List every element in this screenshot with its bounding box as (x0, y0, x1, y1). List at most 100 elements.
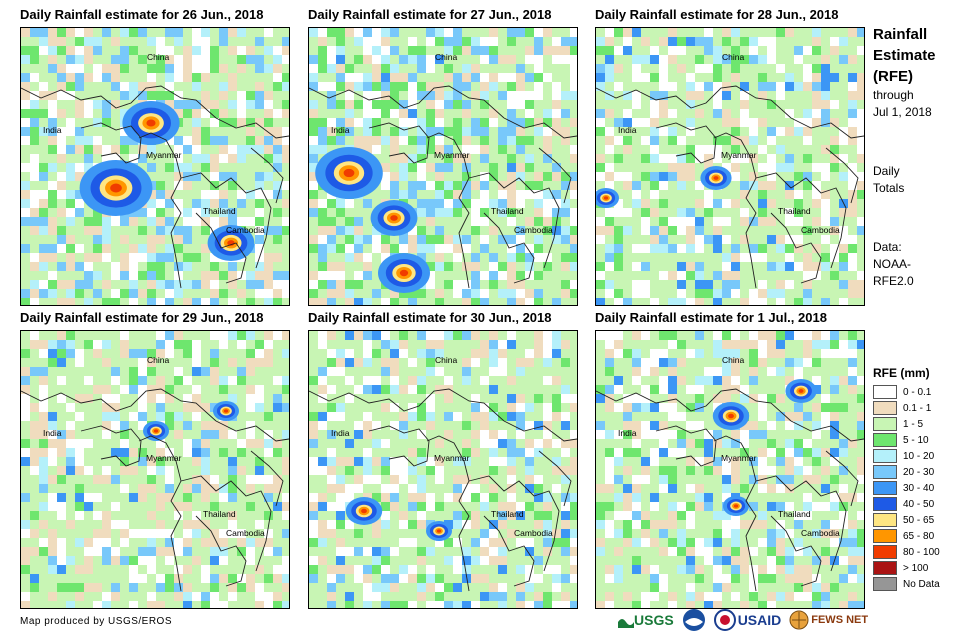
place-label-cambodia: Cambodia (514, 225, 553, 235)
rainfall-field (21, 331, 289, 608)
place-label-myanmar: Myanmar (146, 453, 182, 463)
rainfall-map: China India Myanmar Thailand Cambodia (20, 27, 290, 306)
rainfall-field (309, 331, 577, 608)
rainfall-map: China India Myanmar Thailand Cambodia (308, 330, 578, 609)
map-panel: Daily Rainfall estimate for 1 Jul., 2018… (595, 307, 867, 609)
country-borders (21, 85, 289, 289)
rainfall-map: China India Myanmar Thailand Cambodia (20, 330, 290, 609)
rainfall-map-graphic: China India Myanmar Thailand Cambodia (596, 331, 864, 608)
legend-label: 0 - 0.1 (903, 386, 932, 398)
map-panel: Daily Rainfall estimate for 28 Jun., 201… (595, 4, 867, 306)
place-label-china: China (435, 52, 457, 62)
place-label-india: India (618, 125, 637, 135)
credit-text: Map produced by USGS/EROS (20, 616, 173, 627)
rainfall-field (596, 28, 864, 305)
place-label-china: China (722, 355, 744, 365)
legend-label: 40 - 50 (903, 498, 935, 510)
legend-row: 80 - 100 (873, 544, 967, 560)
map-panel: Daily Rainfall estimate for 27 Jun., 201… (308, 4, 580, 306)
side-data-source2: RFE2.0 (873, 274, 914, 288)
place-label-myanmar: Myanmar (434, 453, 470, 463)
legend-swatch (873, 529, 897, 543)
country-borders (596, 85, 864, 289)
place-label-thailand: Thailand (203, 509, 236, 519)
rainfall-map-graphic: China India Myanmar Thailand Cambodia (21, 331, 289, 608)
map-panel: Daily Rainfall estimate for 29 Jun., 201… (20, 307, 292, 609)
legend-row: 50 - 65 (873, 512, 967, 528)
panel-title: Daily Rainfall estimate for 30 Jun., 201… (308, 310, 552, 325)
place-label-india: India (331, 125, 350, 135)
panel-title: Daily Rainfall estimate for 28 Jun., 201… (595, 7, 839, 22)
rainfall-field (596, 331, 864, 608)
place-label-cambodia: Cambodia (801, 528, 840, 538)
place-label-cambodia: Cambodia (801, 225, 840, 235)
side-data-source1: NOAA- (873, 257, 912, 271)
legend-row: 0 - 0.1 (873, 384, 967, 400)
fewsnet-logo: FEWS NET (789, 610, 868, 630)
place-label-myanmar: Myanmar (721, 150, 757, 160)
legend-swatch (873, 385, 897, 399)
place-label-india: India (43, 428, 62, 438)
legend-swatch (873, 513, 897, 527)
side-daily: Daily (873, 164, 900, 178)
country-borders (596, 388, 864, 592)
legend-label: 10 - 20 (903, 450, 935, 462)
legend-row: 40 - 50 (873, 496, 967, 512)
side-title-line3: (RFE) (873, 68, 913, 85)
rainfall-map: China India Myanmar Thailand Cambodia (595, 330, 865, 609)
place-label-china: China (147, 355, 169, 365)
side-totals: Totals (873, 181, 905, 195)
place-label-thailand: Thailand (778, 509, 811, 519)
rainfall-field (309, 28, 577, 305)
rainfall-field (21, 28, 289, 305)
place-label-cambodia: Cambodia (226, 225, 265, 235)
legend-label: 80 - 100 (903, 546, 940, 558)
legend-swatch (873, 449, 897, 463)
rainfall-map-graphic: China India Myanmar Thailand Cambodia (596, 28, 864, 305)
legend-swatch (873, 417, 897, 431)
side-through: through (873, 88, 914, 102)
legend-row: No Data (873, 576, 967, 592)
fewsnet-logo-text: FEWS NET (811, 614, 869, 626)
legend-label: 1 - 5 (903, 418, 924, 430)
side-info: Rainfall Estimate (RFE) through Jul 1, 2… (873, 24, 967, 290)
rainfall-map: China India Myanmar Thailand Cambodia (308, 27, 578, 306)
legend-swatch (873, 433, 897, 447)
place-label-cambodia: Cambodia (226, 528, 265, 538)
place-label-thailand: Thailand (203, 206, 236, 216)
legend-row: 0.1 - 1 (873, 400, 967, 416)
legend-swatch (873, 401, 897, 415)
legend-swatch (873, 577, 897, 591)
rainfall-map-graphic: China India Myanmar Thailand Cambodia (309, 331, 577, 608)
place-label-cambodia: Cambodia (514, 528, 553, 538)
legend-label: 50 - 65 (903, 514, 935, 526)
place-label-thailand: Thailand (491, 509, 524, 519)
legend-title: RFE (mm) (873, 366, 930, 380)
panel-title: Daily Rainfall estimate for 29 Jun., 201… (20, 310, 264, 325)
rainfall-map: China India Myanmar Thailand Cambodia (595, 27, 865, 306)
legend: RFE (mm) 0 - 0.1 0.1 - 1 1 - 5 5 - 10 10 - 2… (873, 365, 967, 592)
place-label-thailand: Thailand (778, 206, 811, 216)
place-label-china: China (435, 355, 457, 365)
legend-row: 30 - 40 (873, 480, 967, 496)
legend-swatch (873, 545, 897, 559)
place-label-myanmar: Myanmar (434, 150, 470, 160)
usaid-logo-text: USAID (737, 612, 782, 628)
logo-bar: USGS USAID FEWS NET (618, 606, 876, 634)
panel-title: Daily Rainfall estimate for 27 Jun., 201… (308, 7, 552, 22)
side-data-label: Data: (873, 240, 902, 254)
place-label-china: China (722, 52, 744, 62)
legend-row: 5 - 10 (873, 432, 967, 448)
noaa-emblem-icon (682, 609, 705, 631)
usgs-wave-icon (618, 619, 634, 628)
fewsnet-globe-icon (789, 610, 809, 630)
place-label-myanmar: Myanmar (146, 150, 182, 160)
legend-row: 65 - 80 (873, 528, 967, 544)
panel-title: Daily Rainfall estimate for 1 Jul., 2018 (595, 310, 827, 325)
noaa-logo (682, 608, 706, 632)
legend-row: 20 - 30 (873, 464, 967, 480)
place-label-china: China (147, 52, 169, 62)
place-label-india: India (331, 428, 350, 438)
legend-row: > 100 (873, 560, 967, 576)
legend-row: 1 - 5 (873, 416, 967, 432)
